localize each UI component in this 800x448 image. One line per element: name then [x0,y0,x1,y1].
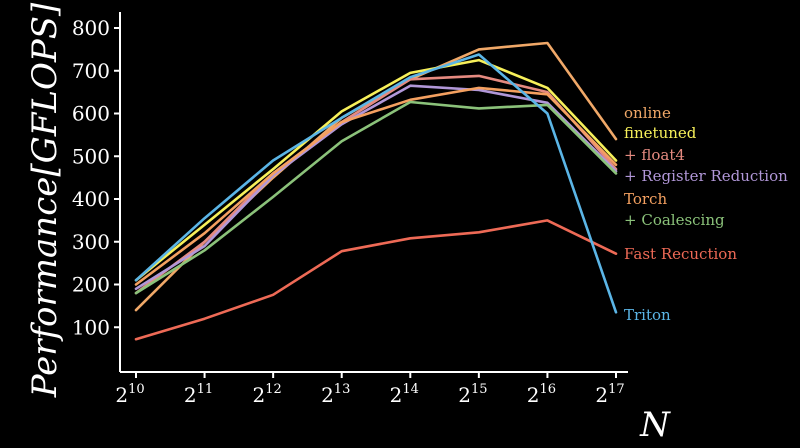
x-tick-label: 216 [527,382,556,407]
series-line-3 [134,84,618,291]
x-tick-label: 211 [184,382,213,407]
x-tick-exponent: 16 [540,382,557,397]
series-label-2: + float4 [624,146,685,164]
series-line-4 [134,86,618,286]
x-tick-exponent: 17 [608,382,625,397]
series-line-5 [134,100,618,295]
series-label-5: + Coalescing [624,211,725,229]
x-tick-base: 2 [184,383,197,407]
x-tick-base: 2 [115,383,128,407]
x-tick-base: 2 [321,383,334,407]
y-tick-label: 300 [72,230,110,254]
x-tick-label: 213 [321,382,350,407]
y-tick-label: 500 [72,144,110,168]
y-axis-title: Performance[GFLOPS] [25,2,65,398]
series-line-0 [134,41,618,312]
x-tick-label: 210 [115,382,144,407]
series-label-6: Fast Recuction [624,245,737,263]
x-tick-base: 2 [253,383,266,407]
x-tick-label: 214 [390,382,419,407]
x-tick-exponent: 12 [265,382,282,397]
x-tick-label: 217 [595,382,624,407]
x-tick-exponent: 14 [402,382,419,397]
x-tick-base: 2 [595,383,608,407]
x-tick-base: 2 [458,383,471,407]
series-lines [134,41,618,341]
y-tick-label: 200 [72,273,110,297]
x-axis-title: N [639,405,671,445]
y-tick-label: 100 [72,315,110,339]
series-label-3: + Register Reduction [624,167,788,185]
x-tick-base: 2 [390,383,403,407]
y-tick-label: 400 [72,187,110,211]
series-label-7: Triton [624,306,671,324]
x-tick-exponent: 13 [334,382,351,397]
series-line-1 [134,58,618,282]
x-tick-exponent: 10 [128,382,145,397]
series-line-2 [134,74,618,295]
y-tick-label: 700 [72,59,110,83]
x-tick-exponent: 15 [471,382,488,397]
x-tick-exponent: 11 [197,382,214,397]
series-label-0: online [624,104,671,122]
series-label-1: finetuned [624,124,697,142]
series-label-4: Torch [624,190,667,208]
series-line-7 [134,53,618,314]
x-tick-base: 2 [527,383,540,407]
x-tick-label: 212 [253,382,282,407]
series-line-6 [134,219,618,341]
x-tick-label: 215 [458,382,487,407]
y-tick-label: 600 [72,102,110,126]
series-labels: online finetuned + float4 + Register Reduct… [624,104,788,324]
y-tick-label: 800 [72,16,110,40]
